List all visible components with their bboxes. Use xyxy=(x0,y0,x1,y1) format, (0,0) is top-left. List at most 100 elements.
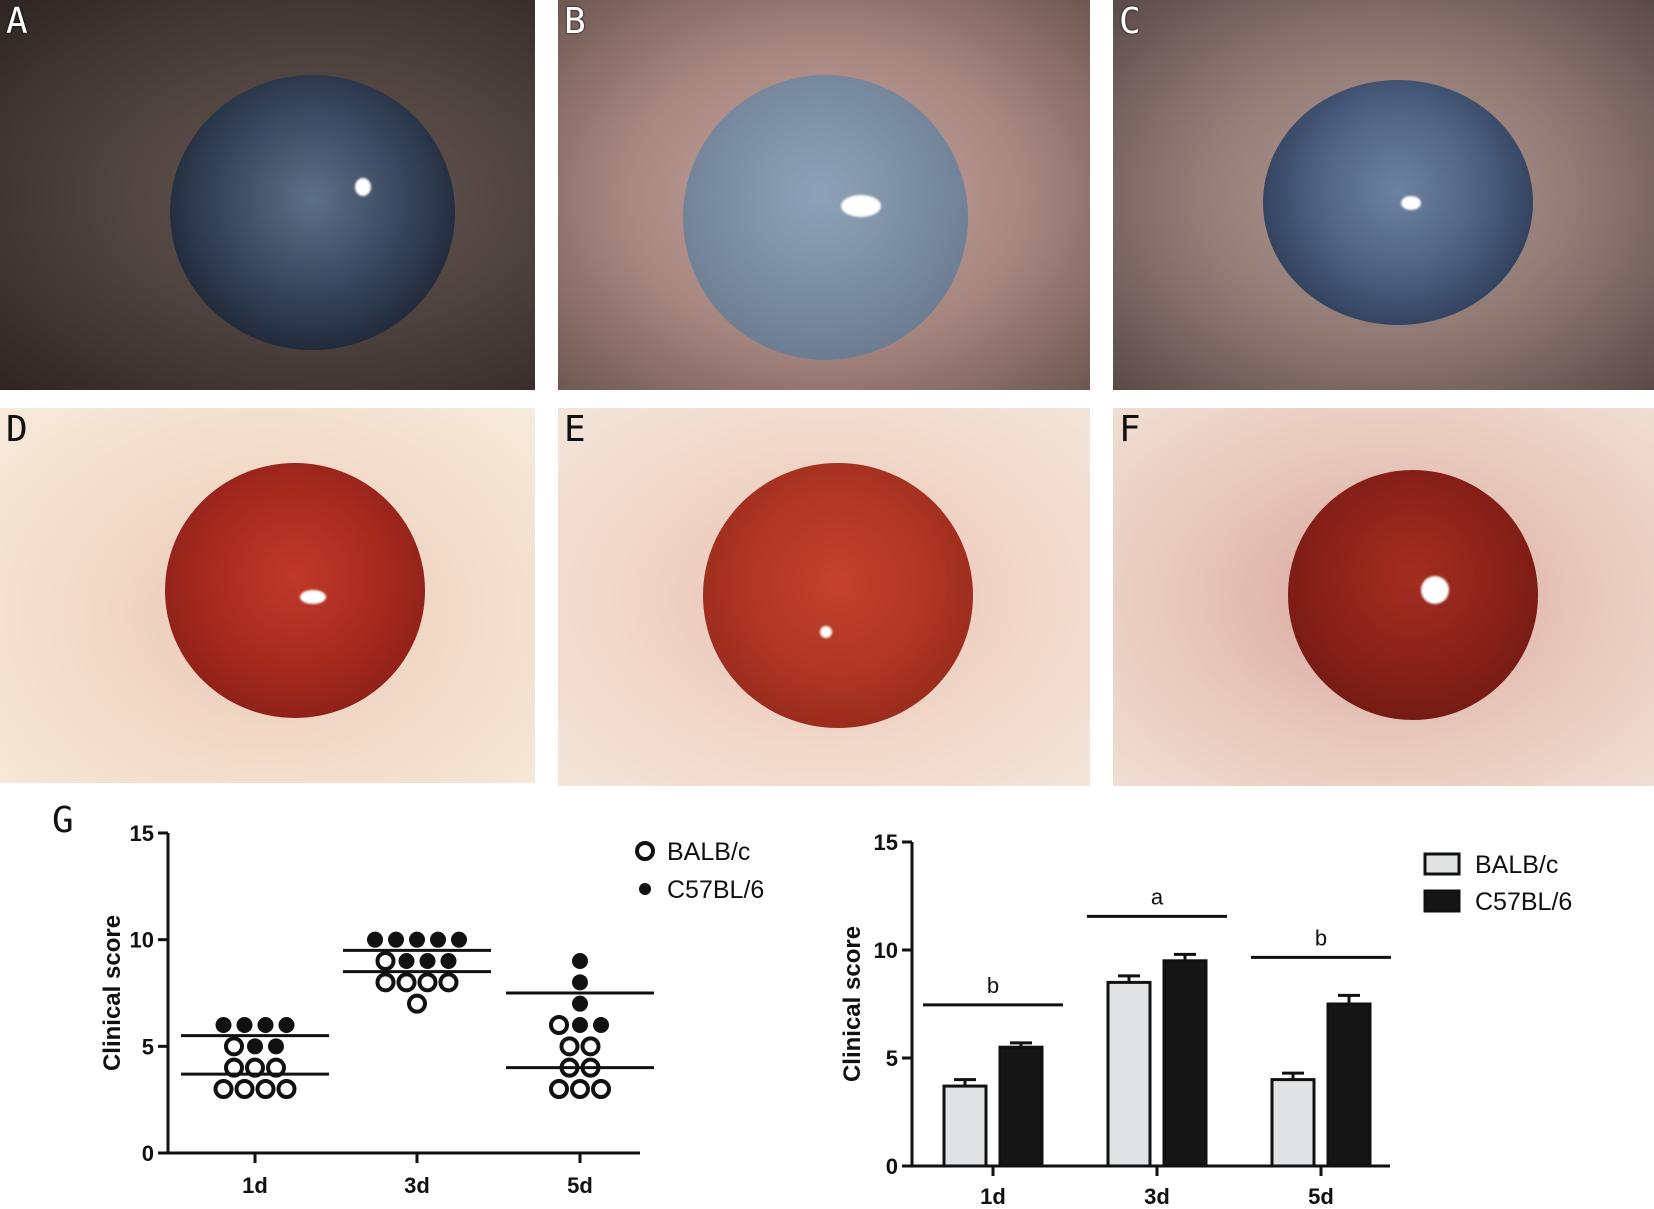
bar xyxy=(1162,959,1208,1168)
photo-panel-b: B xyxy=(558,0,1090,390)
scatter-point-open xyxy=(266,1057,286,1078)
scatter-point-filled xyxy=(593,1017,609,1033)
legend-label: C57BL/6 xyxy=(667,876,764,904)
scatter-point-open xyxy=(213,1079,234,1099)
scatter-point-filled xyxy=(257,1017,274,1033)
scatter-point-filled xyxy=(451,931,467,948)
scatter-point-filled xyxy=(388,931,404,948)
x-tick-label: 3d xyxy=(404,1173,430,1198)
glint-d xyxy=(300,590,326,604)
legend-marker-filled xyxy=(639,883,651,895)
panel-label-b: B xyxy=(564,1,586,42)
significance-label: b xyxy=(987,973,999,998)
x-tick-label: 1d xyxy=(980,1184,1006,1209)
x-tick-label: 5d xyxy=(1308,1184,1334,1209)
glint-e xyxy=(820,626,832,638)
eye-e xyxy=(703,463,973,728)
photo-panel-e: E xyxy=(558,408,1090,786)
y-tick-label: 0 xyxy=(142,1141,154,1166)
scatter-point-filled xyxy=(409,931,425,948)
legend-label: BALB/c xyxy=(667,838,750,866)
x-tick-label: 5d xyxy=(567,1173,593,1198)
scatter-point-open xyxy=(570,1079,590,1099)
scatter-point-filled xyxy=(236,1017,253,1033)
x-tick-label: 3d xyxy=(1144,1184,1170,1209)
y-tick-label: 15 xyxy=(130,821,154,846)
glint-b xyxy=(841,195,881,217)
x-tick-label: 1d xyxy=(242,1173,268,1198)
scatter-point-open xyxy=(549,1079,569,1099)
legend-label: C57BL/6 xyxy=(1475,888,1572,916)
scatter-point-filled xyxy=(572,953,588,969)
scatter-point-open xyxy=(417,972,438,993)
panel-label-e: E xyxy=(564,409,586,450)
scatter-point-open xyxy=(375,951,396,971)
y-tick-label: 5 xyxy=(886,1046,898,1071)
y-axis-label: Clinical score xyxy=(839,926,866,1082)
bar xyxy=(1106,980,1152,1168)
scatter-point-open xyxy=(255,1079,276,1099)
scatter-point-open xyxy=(580,1036,601,1057)
scatter-point-open xyxy=(591,1079,611,1099)
panel-label-a: A xyxy=(6,1,28,42)
scatter-point-filled xyxy=(440,953,457,969)
photo-panel-a: A xyxy=(0,0,535,390)
significance-label: a xyxy=(1151,884,1164,909)
panel-label-d: D xyxy=(6,409,28,450)
scatter-point-filled xyxy=(430,931,446,948)
scatter-point-filled xyxy=(215,1017,232,1033)
scatter-point-filled xyxy=(572,974,588,991)
eye-d xyxy=(165,463,425,718)
bar xyxy=(1326,1002,1372,1168)
legend-swatch xyxy=(1423,852,1461,876)
photo-panel-d: D xyxy=(0,408,535,783)
eye-b xyxy=(683,75,968,360)
scatter-point-filled xyxy=(247,1038,263,1055)
scatter-point-open xyxy=(224,1036,244,1057)
eye-a xyxy=(170,75,455,350)
scatter-point-open xyxy=(245,1057,265,1078)
bar xyxy=(998,1045,1044,1168)
scatter-point-filled xyxy=(367,931,383,948)
scatter-point-open xyxy=(234,1079,255,1099)
scatter-point-open xyxy=(580,1057,601,1078)
glint-f xyxy=(1421,576,1449,604)
y-tick-label: 10 xyxy=(874,938,898,963)
y-tick-label: 0 xyxy=(886,1154,898,1179)
scatter-point-open xyxy=(407,993,427,1014)
photo-panel-c: C xyxy=(1113,0,1654,390)
y-axis-label: Clinical score xyxy=(99,915,126,1071)
scatter-point-filled xyxy=(572,1017,588,1033)
significance-label: b xyxy=(1315,925,1327,950)
scatter-point-open xyxy=(438,972,459,993)
y-tick-label: 15 xyxy=(874,830,898,855)
scatter-chart: 0 5 10 15 1d 3d 5d Clinical score BALB/c C57BL/6 xyxy=(99,821,764,1198)
eye-f xyxy=(1288,470,1538,720)
eye-c xyxy=(1263,80,1533,325)
photo-panel-f: F xyxy=(1113,408,1654,786)
scatter-point-filled xyxy=(419,953,436,969)
legend-swatch xyxy=(1423,889,1461,913)
scatter-point-filled xyxy=(268,1038,284,1055)
scatter-point-open xyxy=(396,972,417,993)
scatter-point-open xyxy=(559,1036,580,1057)
legend-marker-open xyxy=(635,841,655,861)
scatter-point-filled xyxy=(572,995,588,1012)
scatter-point-open xyxy=(375,972,396,993)
scatter-point-open xyxy=(276,1079,297,1099)
glint-c xyxy=(1401,196,1421,210)
legend-label: BALB/c xyxy=(1475,851,1558,879)
panel-label-f: F xyxy=(1119,409,1141,450)
bar-chart: 0 5 10 15 1d 3d 5d Clinical score b a b BALB/c C57BL… xyxy=(839,830,1572,1209)
y-tick-label: 5 xyxy=(142,1034,154,1059)
scatter-point-open xyxy=(559,1057,580,1078)
scatter-point-open xyxy=(224,1057,244,1078)
bar xyxy=(942,1084,988,1168)
glint-a xyxy=(355,178,371,196)
scatter-point-open xyxy=(549,1015,569,1035)
scatter-point-filled xyxy=(398,953,415,969)
y-tick-label: 10 xyxy=(130,928,154,953)
figure-label-g: G xyxy=(52,800,74,841)
bar xyxy=(1270,1078,1316,1168)
panel-label-c: C xyxy=(1119,1,1141,42)
